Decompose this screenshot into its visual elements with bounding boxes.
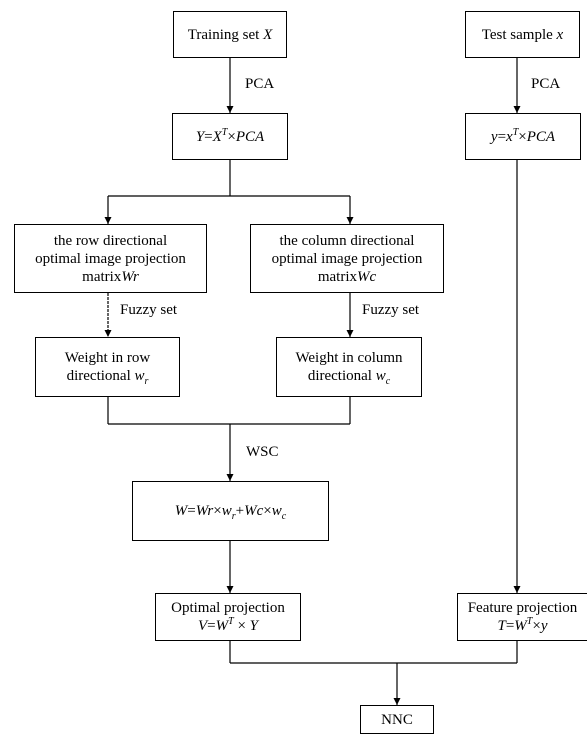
y-test-base: x (506, 128, 513, 145)
y-train-node: Y=XT×PCA (172, 113, 288, 160)
edge-label-wsc: WSC (246, 444, 279, 460)
y-test-sup: T (512, 126, 519, 138)
edge-label-pca-right: PCA (531, 76, 561, 92)
feature-eq: = (505, 618, 515, 634)
feature-times: × (532, 618, 541, 634)
optimal-times: × (233, 618, 250, 634)
y-test-times: × (518, 128, 527, 145)
col-matrix-line2: optimal image projection (271, 250, 423, 267)
nnc-label: NNC (381, 711, 413, 728)
test-sample-node: Test sample x (465, 11, 580, 58)
w-combine-wr: Wr (195, 503, 214, 519)
feature-projection-title: Feature projection (467, 600, 578, 616)
edge-label-fuzzy-right: Fuzzy set (362, 302, 420, 318)
y-train-lhs: Y (195, 128, 205, 145)
w-combine-t1: × (213, 503, 222, 519)
training-set-node: Training set X (173, 11, 287, 58)
row-matrix-line3: matrix (82, 268, 122, 285)
col-weight-node: Weight in column directional wc (276, 337, 422, 397)
feature-projection-node: Feature projection T=WT×y (457, 593, 587, 641)
col-matrix-var: Wc (357, 268, 377, 285)
nnc-node: NNC (360, 705, 434, 734)
row-weight-line1: Weight in row (64, 350, 151, 366)
optimal-lhs: V (197, 618, 208, 634)
w-combine-eq: = (187, 503, 196, 519)
col-weight-line2: directional (307, 368, 376, 384)
optimal-sup: T (228, 616, 234, 627)
row-weight-line2: directional (66, 368, 135, 384)
y-train-eq: = (204, 128, 213, 145)
feature-lhs: T (497, 618, 506, 634)
w-combine-s2: c (281, 511, 287, 522)
optimal-eq: = (207, 618, 216, 634)
col-matrix-line3: matrix (317, 268, 357, 285)
row-weight-sub: r (144, 376, 149, 387)
optimal-rhs: Y (249, 618, 258, 634)
y-test-eq: = (497, 128, 507, 145)
w-combine-t2: × (263, 503, 272, 519)
row-matrix-line1: the row directional (53, 232, 168, 249)
row-matrix-node: the row directional optimal image projec… (14, 224, 207, 293)
row-matrix-line2: optimal image projection (35, 250, 186, 267)
row-weight-var: w (134, 368, 145, 384)
training-set-label: Training set (187, 26, 264, 43)
w-combine-w1: w (221, 503, 232, 519)
feature-base: W (514, 618, 527, 634)
w-combine-s1: r (231, 511, 236, 522)
row-matrix-var: Wr (121, 268, 139, 285)
y-test-lhs: y (490, 128, 498, 145)
w-combine-node: W=Wr×wr+Wc×wc (132, 481, 329, 541)
col-weight-line1: Weight in column (295, 350, 403, 366)
col-matrix-line1: the column directional (279, 232, 415, 249)
w-combine-plus: + (235, 503, 245, 519)
optimal-base: W (215, 618, 229, 634)
w-combine-w2: w (271, 503, 282, 519)
y-train-base: X (212, 128, 222, 145)
row-weight-node: Weight in row directional wr (35, 337, 180, 397)
feature-sup: T (526, 616, 533, 627)
training-set-var: X (263, 26, 273, 43)
y-train-times: × (227, 128, 236, 145)
w-combine-w: W (174, 503, 188, 519)
col-weight-sub: c (385, 376, 391, 387)
y-train-sup: T (221, 126, 228, 138)
test-sample-var: x (556, 26, 564, 43)
optimal-projection-node: Optimal projection V=WT × Y (155, 593, 301, 641)
col-weight-var: w (375, 368, 386, 384)
col-matrix-node: the column directional optimal image pro… (250, 224, 444, 293)
w-combine-wc: Wc (244, 503, 264, 519)
y-test-node: y=xT×PCA (465, 113, 581, 160)
optimal-projection-title: Optimal projection (171, 600, 285, 616)
y-test-rhs: PCA (526, 128, 556, 145)
test-sample-label: Test sample (481, 26, 557, 43)
edge-label-fuzzy-left: Fuzzy set (120, 302, 178, 318)
edge-label-pca-left: PCA (245, 76, 275, 92)
y-train-rhs: PCA (235, 128, 265, 145)
feature-rhs: y (540, 618, 548, 634)
